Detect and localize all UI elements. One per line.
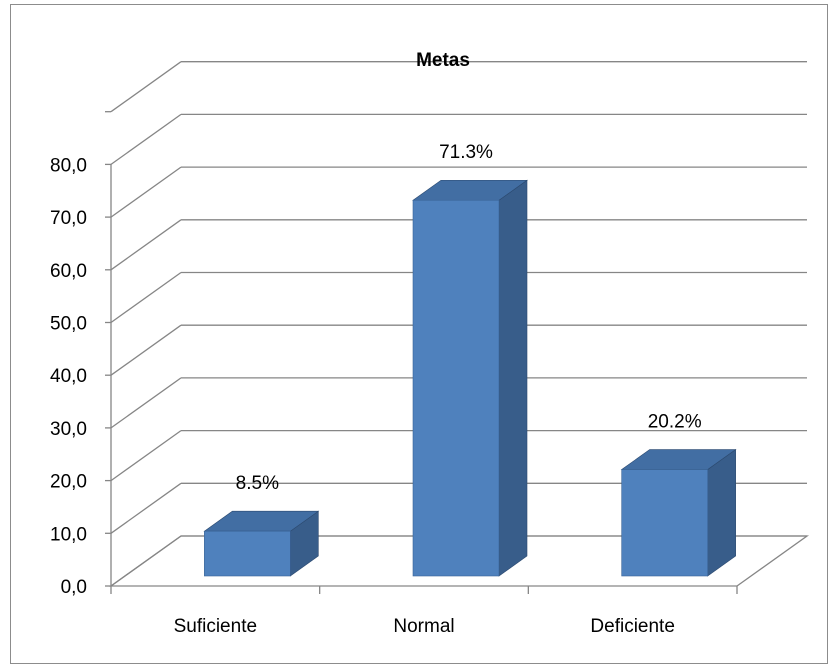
bar-front	[412, 199, 500, 577]
y-tick-label: 70,0	[50, 208, 87, 229]
y-tick-label: 10,0	[50, 524, 87, 545]
data-label: 71.3%	[439, 142, 493, 163]
y-tick-label: 40,0	[50, 366, 87, 387]
bar	[203, 510, 320, 577]
gridline-side	[110, 482, 182, 534]
y-tick-label: 30,0	[50, 419, 87, 440]
bar-chart: 0,0 10,0 20,0 30,0 40,0 50,0 60,0 70,0 80,0 Sufi…	[50, 50, 810, 637]
gridline-side	[110, 271, 182, 324]
y-tick-label: 60,0	[50, 261, 87, 282]
gridline-side	[110, 166, 182, 218]
y-tick-label: 20,0	[50, 472, 87, 493]
gridline-side	[110, 113, 182, 165]
gridline-side	[110, 324, 182, 376]
chart-frame: 0,0 10,0 20,0 30,0 40,0 50,0 60,0 70,0 80,0 Sufi…	[10, 4, 828, 664]
y-tick-label: 80,0	[50, 155, 87, 176]
bar	[620, 448, 737, 577]
data-labels: 8.5% 71.3% 20.2%	[236, 142, 702, 494]
bar-front	[204, 530, 291, 577]
y-tick-label: 0,0	[61, 577, 87, 598]
category-label: Normal	[393, 616, 454, 637]
data-label: 8.5%	[236, 473, 279, 494]
bar-side	[498, 179, 528, 577]
x-axis-categories: Suficiente Normal Deficiente	[110, 586, 738, 637]
bars	[203, 179, 737, 577]
gridline-side	[110, 535, 182, 587]
gridline-side	[110, 61, 182, 113]
y-axis-ticks: 0,0 10,0 20,0 30,0 40,0 50,0 60,0 70,0 80,0	[50, 155, 87, 598]
gridline-side	[110, 377, 182, 429]
category-label: Deficiente	[590, 616, 675, 637]
y-tick-label: 50,0	[50, 314, 87, 335]
bar-front	[621, 469, 708, 577]
chart-title: Metas	[416, 50, 470, 71]
bar	[412, 179, 528, 577]
gridline-side	[110, 430, 182, 482]
gridline-side	[110, 219, 182, 271]
bar-side	[707, 448, 736, 577]
data-label: 20.2%	[648, 412, 702, 433]
category-label: Suficiente	[174, 616, 257, 637]
